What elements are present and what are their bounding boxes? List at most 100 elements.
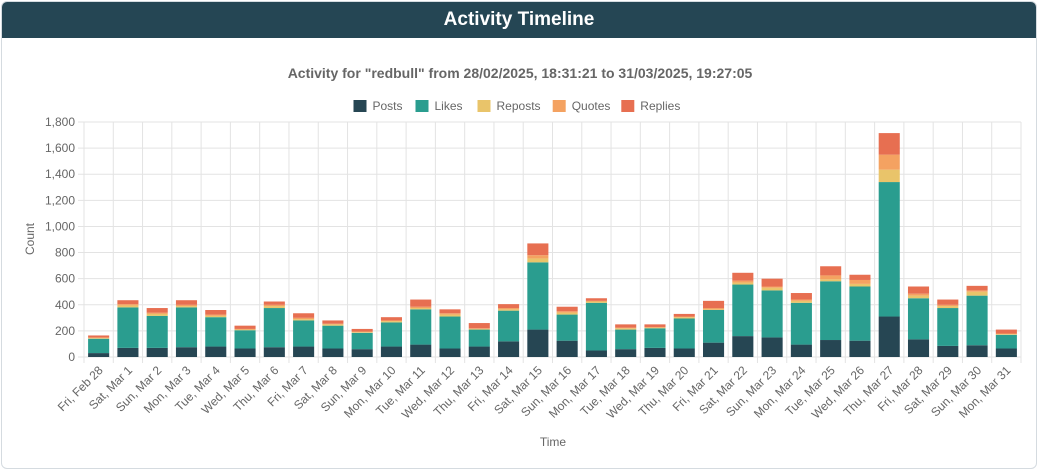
bar-likes [732,284,754,337]
bar-replies [966,285,988,291]
bar-posts [995,348,1017,357]
bar-posts [790,344,812,357]
bar-likes [351,332,373,350]
bar-replies [556,306,578,312]
bar-posts [117,347,139,357]
legend-label-replies: Replies [640,99,680,113]
bar-posts [761,337,783,357]
bar-quotes [878,154,900,170]
bar-likes [410,309,432,345]
bar-reposts [439,314,461,317]
bar-quotes [644,326,666,328]
bar-posts [322,348,344,357]
legend-swatch-likes [415,100,429,112]
bar-likes [439,316,461,349]
bar-quotes [410,306,432,309]
bar-likes [644,328,666,348]
bar-likes [585,302,607,351]
bar-likes [117,307,139,348]
bar-quotes [439,313,461,315]
bar-likes [380,322,402,347]
bar-posts [263,347,285,357]
bar-replies [732,272,754,281]
bar-likes [995,334,1017,349]
y-tick-label: 400 [55,298,75,312]
bar-posts [351,349,373,357]
bar-posts [907,339,930,357]
bar-posts [820,340,842,357]
bar-reposts [117,305,139,308]
bar-reposts [527,258,549,263]
bar-quotes [380,320,402,322]
bar-reposts [849,283,871,287]
bar-replies [703,300,725,309]
bar-quotes [205,314,227,316]
bar-replies [410,299,432,307]
bar-replies [527,243,549,256]
bar-reposts [293,319,315,321]
bar-likes [615,329,637,350]
bar-quotes [322,323,344,325]
y-tick-label: 1,600 [45,141,75,155]
bar-likes [761,290,783,338]
bar-likes [937,308,959,346]
bar-reposts [761,287,783,291]
bar-posts [556,340,578,357]
y-tick-label: 1,400 [45,167,75,181]
bar-replies [644,324,666,327]
bar-reposts [966,291,988,296]
bar-replies [146,308,168,313]
bar-likes [205,317,227,347]
bar-posts [703,342,725,357]
card-title: Activity Timeline [2,2,1036,38]
bar-posts [615,349,637,357]
bar-posts [498,341,520,357]
y-tick-label: 600 [55,272,75,286]
bar-posts [644,347,666,357]
bar-replies [234,325,256,329]
chart-title: Activity for "redbull" from 28/02/2025, … [288,65,753,81]
bar-quotes [527,255,549,259]
bar-reposts [146,313,168,316]
y-tick-label: 1,000 [45,219,75,233]
bar-quotes [88,337,110,339]
bar-reposts [878,169,900,183]
bar-likes [146,315,168,348]
bar-likes [703,310,725,343]
bar-likes [907,298,930,340]
bar-quotes [732,280,754,283]
bar-posts [205,346,227,357]
bar-quotes [293,317,315,320]
bar-replies [585,298,607,301]
bar-likes [849,286,871,341]
bar-replies [351,328,373,332]
legend-swatch-replies [621,100,635,112]
bar-quotes [937,304,959,307]
bar-posts [937,345,959,357]
bar-replies [468,323,490,329]
y-tick-label: 1,800 [45,115,75,129]
bar-likes [175,307,198,348]
bar-quotes [117,304,139,306]
bar-reposts [615,328,637,330]
y-tick-label: 200 [55,324,75,338]
bar-posts [293,346,315,357]
bar-replies [439,309,461,314]
bar-replies [205,310,227,315]
bar-quotes [761,286,783,288]
bar-replies [937,299,959,305]
bar-reposts [468,328,490,330]
y-tick-label: 1,200 [45,193,75,207]
bar-reposts [790,300,812,303]
bar-likes [293,320,315,347]
bar-quotes [498,308,520,310]
bar-reposts [410,308,432,310]
bar-replies [380,317,402,321]
bar-replies [263,301,285,305]
bar-likes [468,329,490,347]
bar-posts [439,348,461,357]
bar-likes [966,295,988,346]
bar-quotes [263,304,285,307]
bar-replies [849,274,871,280]
